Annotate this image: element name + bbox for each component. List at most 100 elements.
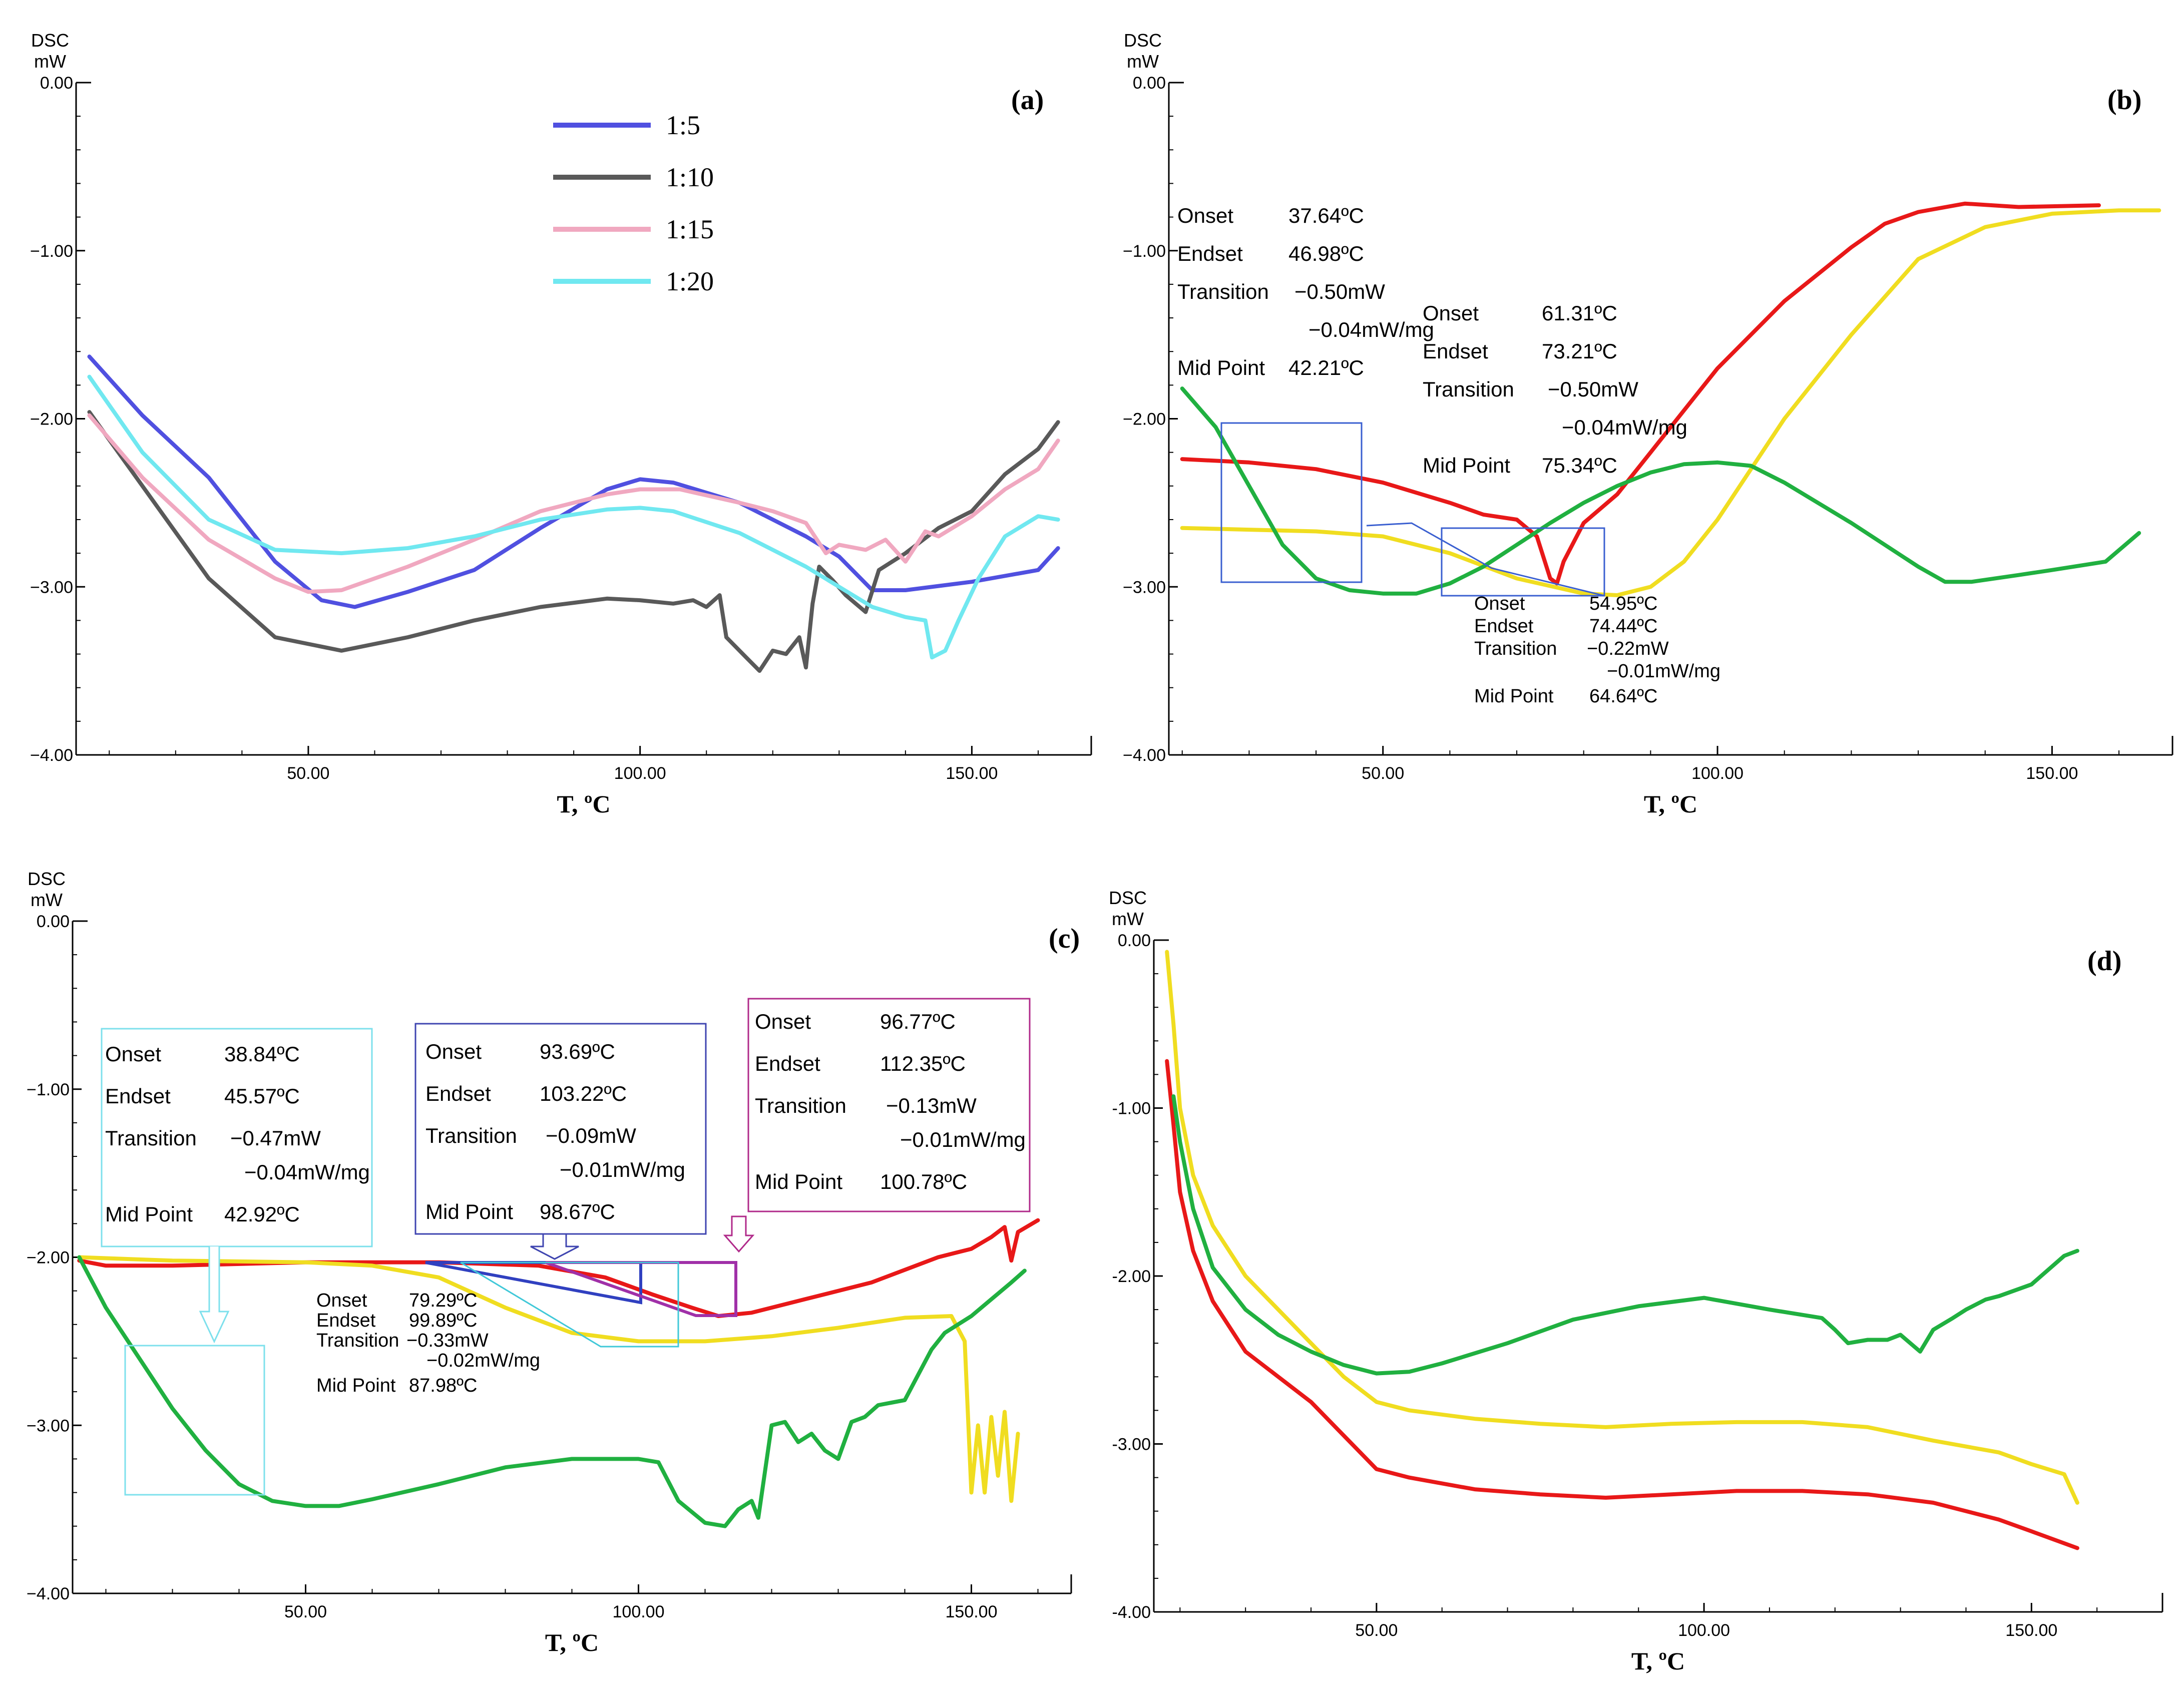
- annotation-value: 74.44ºC: [1589, 616, 1657, 637]
- annotation-value: 79.29ºC: [409, 1290, 477, 1311]
- annotation-key: Mid Point: [1423, 454, 1510, 477]
- annotation-key: Mid Point: [755, 1170, 842, 1193]
- x-tick-label: 50.00: [284, 1602, 327, 1621]
- annotation-value: −0.47mW: [230, 1126, 321, 1150]
- legend-entry: 1:5: [666, 110, 700, 140]
- series-line-yellow: [1180, 208, 2161, 597]
- series-line-yellow: [77, 1255, 1020, 1503]
- baseline-box: [1441, 527, 1605, 597]
- y-axis-unit: mW: [1127, 51, 1159, 72]
- y-tick-label: −1.00: [27, 1080, 70, 1099]
- y-axis-label: DSC: [1124, 30, 1162, 51]
- annotation-key: Endset: [425, 1082, 491, 1105]
- annotation-key: Transition: [105, 1126, 197, 1150]
- annotation-value: 45.57ºC: [224, 1084, 300, 1108]
- baseline-box: [1220, 422, 1363, 583]
- y-tick-label: −4.00: [27, 1584, 70, 1603]
- x-axis-label: T, ºC: [545, 1628, 599, 1656]
- annotation-value: 37.64ºC: [1288, 204, 1364, 227]
- annotation-value: −0.22mW: [1587, 638, 1669, 659]
- y-axis-label: DSC: [1109, 888, 1147, 908]
- y-tick-label: −3.00: [30, 578, 73, 597]
- annotation-key: Transition: [425, 1124, 517, 1147]
- panel-a: 0.00 −1.00 −2.00 −3.00 −4.00 50.00 100.00 150.0…: [30, 30, 1092, 818]
- annotation-block: Onset 38.84ºC Endset 45.57ºC Transition −0.47…: [105, 1042, 370, 1226]
- y-axis-unit: mW: [34, 51, 66, 72]
- annotation-key: Transition: [755, 1094, 846, 1117]
- annotation-key: Endset: [1423, 339, 1488, 363]
- annotation-value: 98.67ºC: [540, 1200, 615, 1223]
- y-tick-label: -4.00: [1112, 1603, 1151, 1622]
- series-line-120: [87, 374, 1060, 660]
- annotation-value: −0.04mW/mg: [1308, 318, 1434, 341]
- annotation-key: Endset: [1177, 242, 1243, 265]
- y-tick-label: 0.00: [1118, 931, 1151, 950]
- annotation-value: 100.78ºC: [880, 1170, 967, 1193]
- series-line-110: [87, 410, 1060, 673]
- panel-label: (d): [2087, 946, 2121, 977]
- series-line-115: [87, 413, 1060, 594]
- x-tick-label: 150.00: [946, 1602, 998, 1621]
- annotation-key: Mid Point: [425, 1200, 513, 1223]
- series-line-red: [1180, 201, 2101, 586]
- annotation-key: Onset: [755, 1010, 811, 1033]
- annotation-value: −0.04mW/mg: [244, 1160, 370, 1184]
- panel-label: (b): [2107, 85, 2141, 116]
- down-arrow-icon: [723, 1215, 755, 1253]
- annotation-block: Onset 54.95ºC Endset 74.44ºC Transition −0.22…: [1474, 593, 1720, 707]
- y-tick-label: 0.00: [40, 74, 73, 93]
- y-axis-unit: mW: [1112, 909, 1144, 929]
- annotation-key: Onset: [1177, 204, 1233, 227]
- y-tick-label: −2.00: [27, 1248, 70, 1268]
- annotation-value: 61.31ºC: [1542, 301, 1617, 325]
- annotation-value: −0.01mW/mg: [900, 1128, 1026, 1151]
- annotation-value: 87.98ºC: [409, 1375, 477, 1396]
- annotation-value: 96.77ºC: [880, 1010, 956, 1033]
- annotation-key: Mid Point: [1474, 686, 1554, 707]
- y-tick-label: −2.00: [30, 410, 73, 429]
- annotation-value: 46.98ºC: [1288, 242, 1364, 265]
- annotation-key: Transition: [1177, 280, 1269, 303]
- annotation-value: −0.09mW: [546, 1124, 636, 1147]
- x-tick-label: 100.00: [1678, 1621, 1730, 1640]
- annotation-frame: [101, 1028, 373, 1247]
- annotation-value: −0.01mW/mg: [1607, 661, 1720, 682]
- annotation-key: Endset: [105, 1084, 171, 1108]
- y-axis-unit: mW: [31, 890, 63, 910]
- annotation-value: 75.34ºC: [1542, 454, 1617, 477]
- x-tick-label: 100.00: [1691, 764, 1743, 783]
- annotation-key: Onset: [316, 1290, 367, 1311]
- y-tick-label: −3.00: [1123, 578, 1166, 597]
- panel-label: (c): [1049, 923, 1080, 954]
- series-line-yellow: [1165, 950, 2079, 1505]
- annotation-value: 112.35ºC: [880, 1052, 966, 1075]
- x-tick-label: 150.00: [2026, 764, 2078, 783]
- annotation-block: Onset 79.29ºC Endset 99.89ºC Transition −0.33…: [316, 1290, 540, 1396]
- annotation-block: Onset 93.69ºC Endset 103.22ºC Transition −0.0…: [425, 1040, 685, 1223]
- annotation-value: 42.21ºC: [1288, 356, 1364, 379]
- panel-b: 0.00 −1.00 −2.00 −3.00 −4.00 50.00 100.00 150.0…: [1123, 30, 2173, 818]
- y-tick-label: −3.00: [27, 1416, 70, 1435]
- annotation-value: 38.84ºC: [224, 1042, 300, 1066]
- annotation-frame: [747, 998, 1031, 1212]
- panel-c: 0.00 −1.00 −2.00 −3.00 −4.00 50.00 100.00 150.0…: [27, 869, 1080, 1656]
- annotation-key: Transition: [1423, 377, 1514, 401]
- annotation-value: 64.64ºC: [1589, 686, 1657, 707]
- annotation-value: 103.22ºC: [540, 1082, 627, 1105]
- annotation-key: Onset: [1474, 593, 1525, 614]
- y-tick-label: −1.00: [30, 242, 73, 261]
- annotation-key: Onset: [425, 1040, 482, 1063]
- annotation-value: −0.33mW: [406, 1330, 489, 1351]
- series-line-15: [87, 354, 1060, 609]
- down-arrow-icon: [530, 1233, 579, 1260]
- annotation-key: Transition: [1474, 638, 1557, 659]
- x-tick-label: 50.00: [287, 764, 329, 783]
- annotation-block: Onset 96.77ºC Endset 112.35ºC Transition −0.1…: [755, 1010, 1026, 1193]
- annotation-key: Mid Point: [105, 1202, 193, 1226]
- annotation-key: Mid Point: [316, 1375, 396, 1396]
- annotation-value: 99.89ºC: [409, 1310, 477, 1331]
- series-line-green: [1171, 1094, 2079, 1376]
- y-tick-label: −1.00: [1123, 242, 1166, 261]
- annotation-value: −0.50mW: [1294, 280, 1385, 303]
- x-tick-label: 50.00: [1362, 764, 1404, 783]
